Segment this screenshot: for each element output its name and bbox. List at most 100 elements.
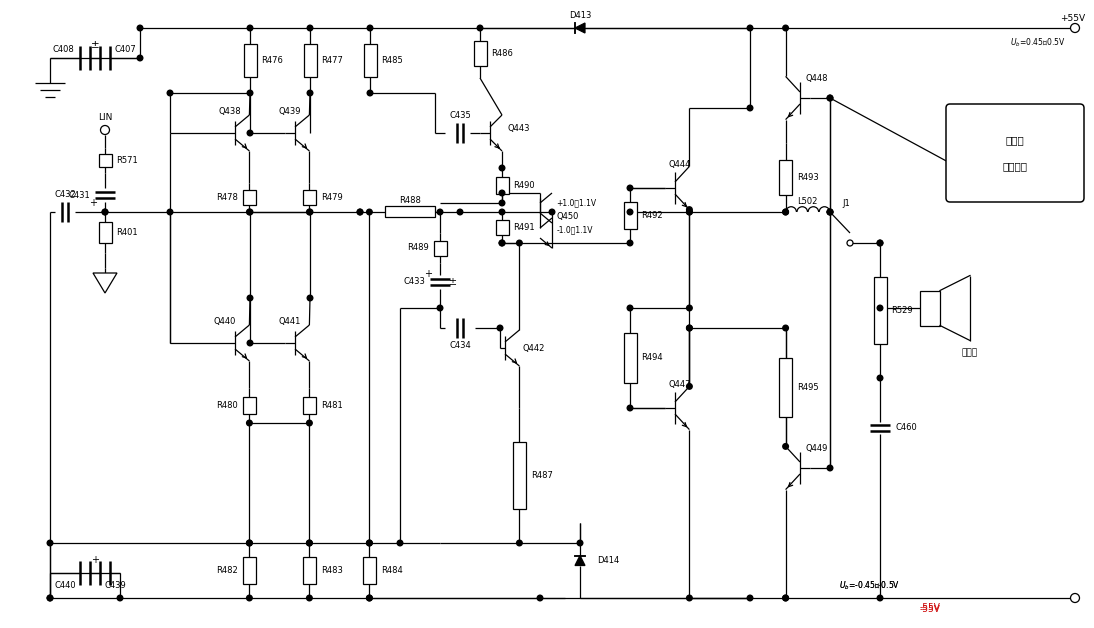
Circle shape: [747, 25, 753, 31]
Circle shape: [358, 209, 363, 215]
Bar: [920, 291, 940, 325]
Bar: [385, 207, 435, 217]
Circle shape: [167, 90, 173, 96]
Circle shape: [827, 95, 833, 101]
Polygon shape: [575, 556, 585, 565]
Circle shape: [306, 595, 312, 601]
Circle shape: [247, 295, 253, 301]
Circle shape: [358, 209, 363, 215]
Text: C439: C439: [104, 580, 126, 590]
Bar: [98, 222, 112, 243]
Circle shape: [366, 595, 372, 601]
Circle shape: [578, 540, 583, 546]
Text: -1.0～1.1V: -1.0～1.1V: [556, 225, 593, 234]
Circle shape: [246, 420, 253, 426]
Circle shape: [101, 126, 109, 134]
Text: +: +: [91, 555, 98, 565]
Text: Q450: Q450: [556, 212, 579, 220]
Circle shape: [306, 420, 312, 426]
Text: -55V: -55V: [920, 605, 941, 615]
Text: R488: R488: [399, 196, 421, 205]
Circle shape: [306, 540, 312, 546]
Circle shape: [366, 540, 372, 546]
Text: D414: D414: [597, 556, 619, 565]
Circle shape: [47, 595, 53, 601]
Text: $U_b$=-0.45～-0.5V: $U_b$=-0.45～-0.5V: [839, 580, 900, 592]
Bar: [496, 176, 509, 194]
Text: 扬声器: 扬声器: [962, 349, 978, 357]
Circle shape: [877, 305, 883, 311]
Text: R477: R477: [322, 56, 344, 65]
Text: +55V: +55V: [1060, 14, 1085, 23]
Bar: [779, 357, 792, 417]
Circle shape: [783, 209, 789, 215]
Text: C435: C435: [450, 112, 470, 121]
Text: Q448: Q448: [806, 74, 828, 84]
Text: C440: C440: [55, 580, 75, 590]
Text: +: +: [89, 198, 97, 208]
Text: LIN: LIN: [97, 114, 113, 122]
Circle shape: [307, 90, 313, 96]
Circle shape: [397, 540, 403, 546]
Circle shape: [247, 25, 253, 31]
Text: Q439: Q439: [279, 107, 301, 116]
Circle shape: [687, 207, 693, 212]
Circle shape: [102, 209, 108, 215]
Text: Q442: Q442: [523, 344, 545, 352]
Circle shape: [247, 209, 253, 215]
Text: L502: L502: [798, 197, 818, 206]
Text: ±: ±: [91, 40, 100, 50]
Text: Q438: Q438: [219, 107, 242, 116]
Bar: [624, 202, 637, 229]
Circle shape: [783, 595, 789, 601]
Bar: [433, 241, 446, 256]
Circle shape: [477, 25, 482, 31]
Circle shape: [877, 240, 883, 246]
Text: R495: R495: [798, 382, 818, 392]
Text: $U_b$=-0.45～-0.5V: $U_b$=-0.45～-0.5V: [839, 580, 900, 592]
Text: R487: R487: [531, 471, 552, 480]
Text: R478: R478: [216, 193, 237, 202]
Circle shape: [499, 240, 504, 246]
Circle shape: [627, 305, 632, 311]
Text: R480: R480: [217, 401, 237, 410]
Circle shape: [537, 595, 543, 601]
Text: C407: C407: [114, 45, 136, 55]
Text: C433: C433: [403, 278, 424, 286]
Text: J1: J1: [842, 198, 850, 207]
Bar: [474, 40, 487, 65]
Circle shape: [516, 540, 522, 546]
Bar: [496, 220, 509, 236]
Circle shape: [783, 443, 789, 449]
Circle shape: [366, 540, 372, 546]
Text: R482: R482: [217, 566, 237, 575]
Circle shape: [687, 384, 693, 389]
Polygon shape: [93, 273, 117, 293]
Circle shape: [783, 325, 789, 331]
Text: C431: C431: [68, 190, 90, 200]
Circle shape: [627, 185, 632, 191]
Circle shape: [499, 190, 504, 196]
Circle shape: [687, 305, 693, 311]
Circle shape: [1071, 23, 1080, 33]
Circle shape: [627, 240, 632, 246]
Text: R484: R484: [381, 566, 403, 575]
Circle shape: [247, 90, 253, 96]
Circle shape: [368, 90, 373, 96]
Circle shape: [627, 209, 632, 215]
Bar: [244, 44, 256, 77]
Text: Q447: Q447: [668, 379, 691, 389]
Bar: [624, 333, 637, 383]
Circle shape: [827, 209, 833, 215]
Circle shape: [877, 240, 883, 246]
Circle shape: [827, 209, 833, 215]
Circle shape: [247, 340, 253, 346]
Text: R483: R483: [321, 566, 342, 575]
Text: R479: R479: [321, 193, 342, 202]
Text: R481: R481: [321, 401, 342, 410]
Text: R494: R494: [641, 354, 663, 362]
Circle shape: [246, 540, 253, 546]
Bar: [243, 190, 256, 205]
Circle shape: [687, 209, 693, 215]
Text: C408: C408: [53, 45, 74, 55]
